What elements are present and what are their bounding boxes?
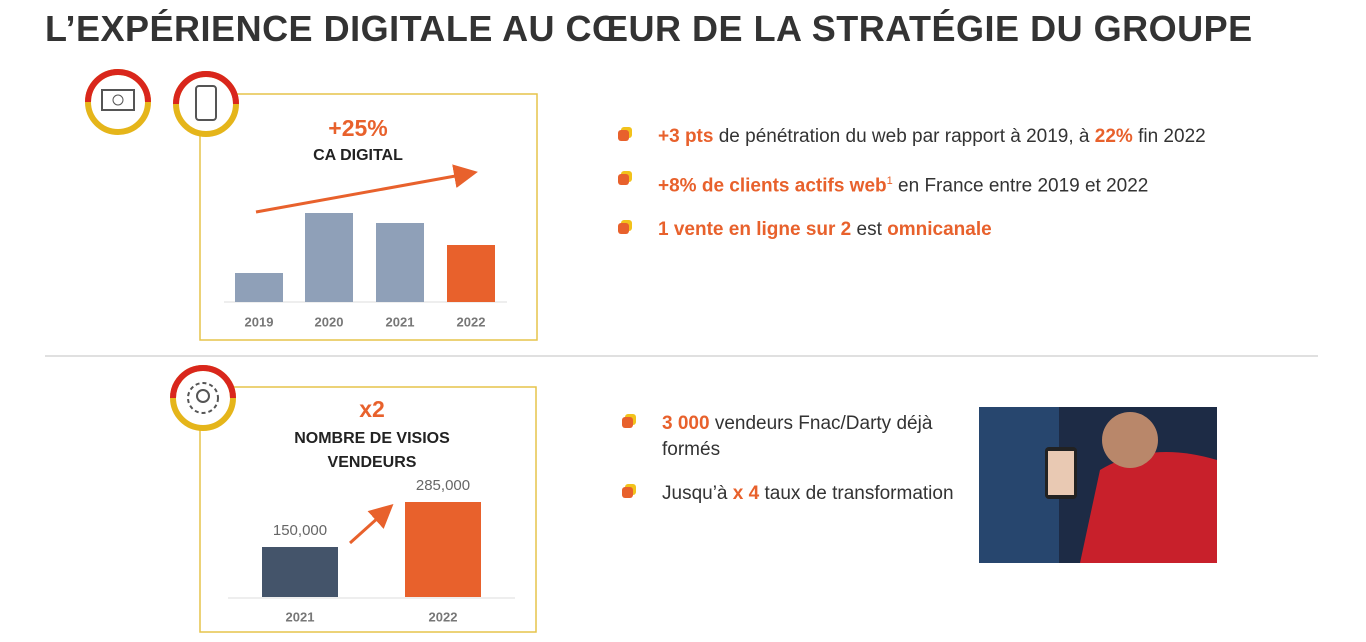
bar <box>376 223 424 302</box>
icon <box>170 365 236 431</box>
bullet-text: +8% de clients actifs web <box>658 175 887 197</box>
bullet: +8% de clients actifs web1 en France ent… <box>618 168 1248 199</box>
bullet: 3 000 vendeurs Fnac/Darty déjà formés <box>622 411 962 463</box>
bullet-text: 3 000 <box>662 413 710 434</box>
chart-frame <box>199 386 537 633</box>
bar <box>405 502 481 597</box>
photo <box>979 407 1217 563</box>
x-tick-label: 2020 <box>315 314 344 329</box>
value-label: 285,000 <box>416 477 470 494</box>
x-tick-label: 2021 <box>286 609 315 624</box>
chart-annotation: x2 <box>359 396 385 422</box>
bullet-text: vendeurs Fnac/Darty déjà formés <box>662 413 933 460</box>
bullet-text: est <box>851 219 888 241</box>
chart-title: CA DIGITAL <box>313 147 403 164</box>
trend-arrow <box>255 164 478 214</box>
bullet-text: omnicanale <box>887 219 992 241</box>
chart-title: NOMBRE DE VISIOS VENDEURS <box>294 430 450 471</box>
bullet-text: taux de transformation <box>759 483 954 504</box>
bullet-text: 1 vente en ligne sur 2 <box>658 219 852 241</box>
icon <box>85 69 151 135</box>
bar <box>305 213 353 302</box>
bullet-text: 22% <box>1094 126 1133 147</box>
x-tick-label: 2022 <box>457 314 486 329</box>
x-tick-label: 2021 <box>386 314 415 329</box>
bullet: +3 pts de pénétration du web par rapport… <box>618 124 1248 150</box>
icon <box>173 71 239 137</box>
bullet-text: 1 <box>886 175 893 187</box>
x-tick-label: 2022 <box>429 609 458 624</box>
bullet: 1 vente en ligne sur 2 est omnicanale <box>618 217 1248 243</box>
trend-arrow <box>348 503 394 545</box>
value-label: 150,000 <box>273 522 327 539</box>
bar <box>235 273 283 302</box>
bar <box>447 245 495 302</box>
bullet-text: de pénétration du web par rapport à 2019… <box>713 126 1095 147</box>
bullet-text: +3 pts <box>658 126 714 147</box>
bullet-list: 3 000 vendeurs Fnac/Darty déjà formés Jus… <box>622 411 962 525</box>
bullet-list: +3 pts de pénétration du web par rapport… <box>618 124 1248 261</box>
chart-frame <box>199 93 538 341</box>
slide-title: L’EXPÉRIENCE DIGITALE AU CŒUR DE LA STRA… <box>45 8 1253 49</box>
chart-annotation: +25% <box>328 115 387 141</box>
bullet-text: Jusqu’à <box>662 483 733 504</box>
x-tick-label: 2019 <box>245 314 274 329</box>
bullet: Jusqu’à x 4 taux de transformation <box>622 481 962 507</box>
bar <box>262 547 338 597</box>
bullet-text: en France entre 2019 et 2022 <box>892 175 1149 197</box>
bullet-text: fin 2022 <box>1132 126 1206 147</box>
bullet-text: x 4 <box>732 483 760 504</box>
